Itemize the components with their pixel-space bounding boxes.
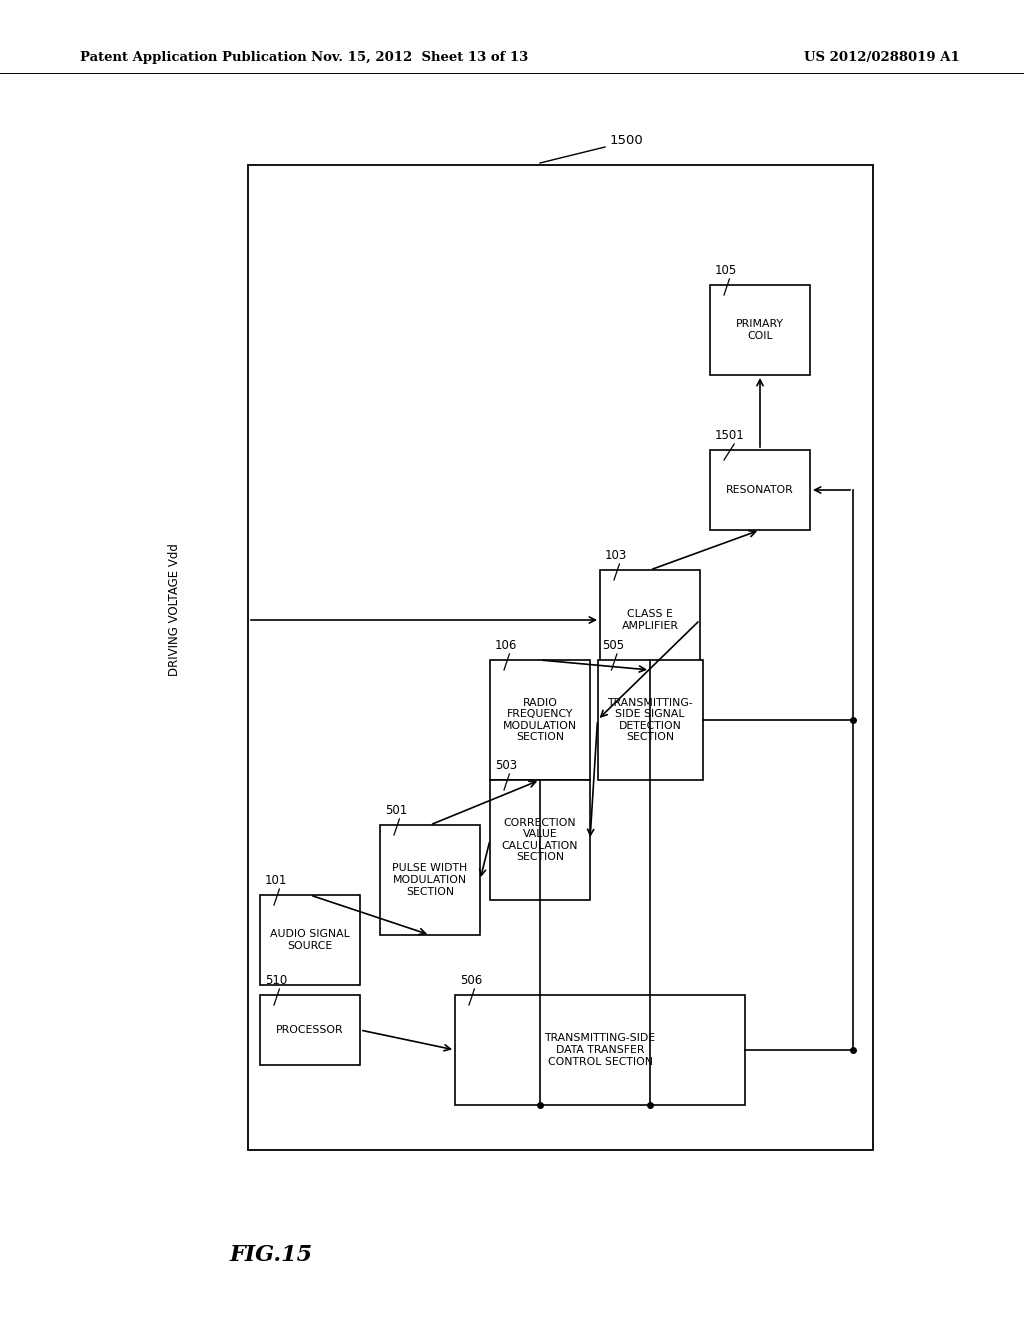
- Text: 506: 506: [460, 974, 482, 987]
- Text: TRANSMITTING-
SIDE SIGNAL
DETECTION
SECTION: TRANSMITTING- SIDE SIGNAL DETECTION SECT…: [607, 697, 693, 742]
- Text: Patent Application Publication: Patent Application Publication: [80, 50, 307, 63]
- Text: CORRECTION
VALUE
CALCULATION
SECTION: CORRECTION VALUE CALCULATION SECTION: [502, 817, 579, 862]
- Text: PRIMARY
COIL: PRIMARY COIL: [736, 319, 784, 341]
- Text: DRIVING VOLTAGE Vdd: DRIVING VOLTAGE Vdd: [169, 544, 181, 676]
- Text: 103: 103: [605, 549, 628, 562]
- Bar: [490, 660, 590, 780]
- Bar: [380, 825, 480, 935]
- Text: AUDIO SIGNAL
SOURCE: AUDIO SIGNAL SOURCE: [270, 929, 350, 950]
- Bar: [710, 285, 810, 375]
- Text: 1501: 1501: [715, 429, 744, 442]
- Bar: [260, 895, 360, 985]
- Text: CLASS E
AMPLIFIER: CLASS E AMPLIFIER: [622, 610, 679, 631]
- Text: TRANSMITTING-SIDE
DATA TRANSFER
CONTROL SECTION: TRANSMITTING-SIDE DATA TRANSFER CONTROL …: [545, 1034, 655, 1067]
- Text: PULSE WIDTH
MODULATION
SECTION: PULSE WIDTH MODULATION SECTION: [392, 863, 468, 896]
- Bar: [597, 660, 702, 780]
- Bar: [455, 995, 745, 1105]
- Text: 503: 503: [495, 759, 517, 772]
- Bar: [248, 165, 873, 1150]
- Text: PROCESSOR: PROCESSOR: [276, 1026, 344, 1035]
- Text: 101: 101: [265, 874, 288, 887]
- Text: 501: 501: [385, 804, 408, 817]
- Text: Nov. 15, 2012  Sheet 13 of 13: Nov. 15, 2012 Sheet 13 of 13: [311, 50, 528, 63]
- Text: RADIO
FREQUENCY
MODULATION
SECTION: RADIO FREQUENCY MODULATION SECTION: [503, 697, 578, 742]
- Bar: [710, 450, 810, 531]
- Text: 510: 510: [265, 974, 288, 987]
- Bar: [490, 780, 590, 900]
- Text: US 2012/0288019 A1: US 2012/0288019 A1: [804, 50, 961, 63]
- Text: 1500: 1500: [610, 133, 644, 147]
- Text: 505: 505: [602, 639, 625, 652]
- Text: 106: 106: [495, 639, 517, 652]
- Text: FIG.15: FIG.15: [230, 1243, 313, 1266]
- Text: 105: 105: [715, 264, 737, 277]
- Text: RESONATOR: RESONATOR: [726, 484, 794, 495]
- Bar: [600, 570, 700, 671]
- Bar: [260, 995, 360, 1065]
